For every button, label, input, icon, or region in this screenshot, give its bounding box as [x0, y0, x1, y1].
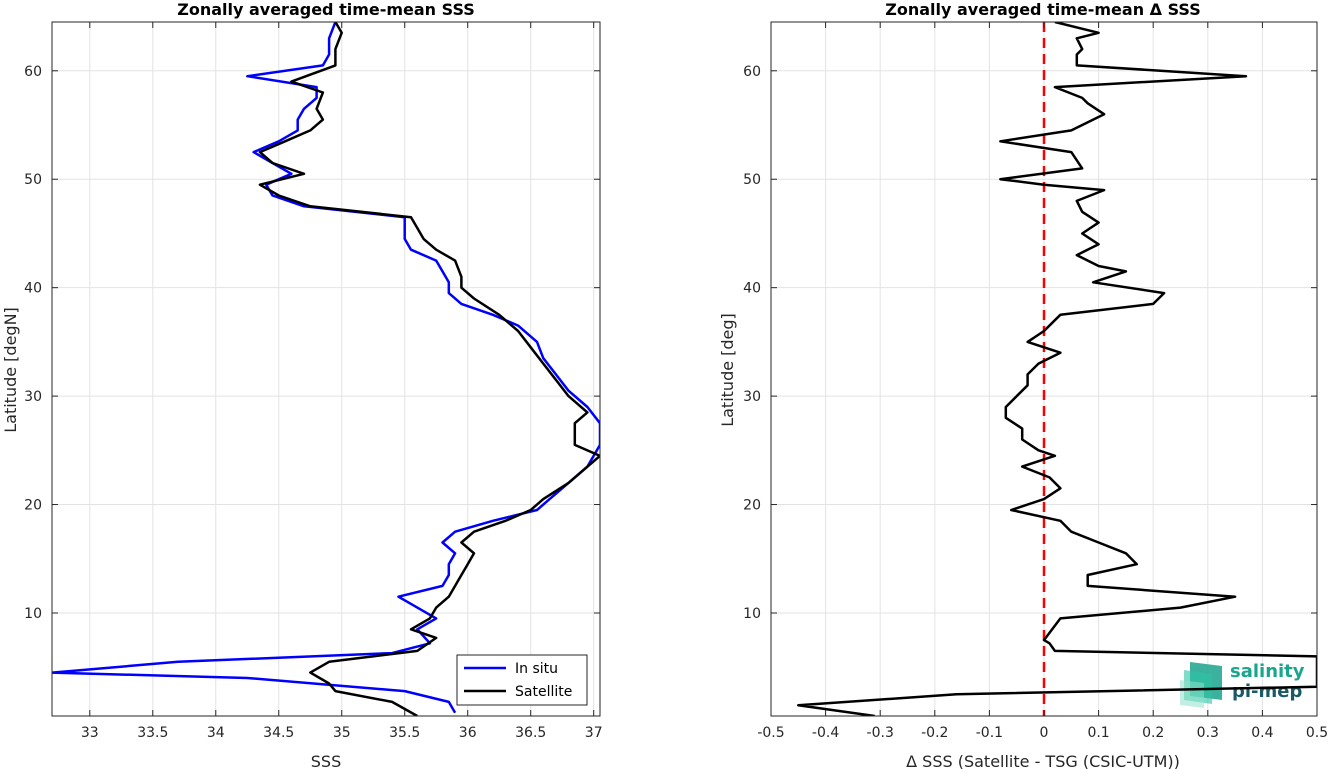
right-x-tick-label: -0.2	[921, 725, 948, 741]
legend-label-satellite: Satellite	[515, 684, 572, 700]
left-y-tick-label: 20	[24, 498, 42, 514]
left-x-tick-label: 35.5	[389, 725, 420, 741]
delta-sss-x-ticks: -0.5 -0.4 -0.3 -0.2 -0.1 0 0.1 0.2 0.3 0.4 0.5	[757, 22, 1328, 741]
left-y-tick-label: 10	[24, 606, 42, 622]
sss-chart-title: Zonally averaged time-mean SSS	[177, 0, 475, 19]
right-x-tick-label: 0.5	[1306, 725, 1328, 741]
logo-word-salinity: salinity	[1230, 661, 1305, 682]
left-series-line-1	[258, 22, 600, 716]
right-x-tick-label: -0.3	[867, 725, 894, 741]
right-x-tick-label: 0.4	[1251, 725, 1273, 741]
right-y-tick-label: 40	[743, 281, 761, 297]
left-x-tick-label: 34	[207, 725, 225, 741]
delta-sss-chart-title: Zonally averaged time-mean Δ SSS	[885, 0, 1201, 19]
delta-sss-y-axis-label: Latitude [deg]	[718, 313, 737, 427]
delta-sss-x-axis-label: Δ SSS (Satellite - TSG (CSIC-UTM))	[906, 752, 1180, 769]
left-y-tick-label: 30	[24, 389, 42, 405]
right-x-tick-label: -0.1	[976, 725, 1003, 741]
logo-word-pi-mep: pi-mep	[1232, 681, 1302, 702]
right-y-tick-label: 20	[743, 498, 761, 514]
delta-sss-y-ticks: 10 20 30 40 50 60	[743, 64, 1317, 622]
legend: In situ Satellite	[456, 654, 588, 706]
right-x-tick-label: 0.3	[1197, 725, 1219, 741]
sss-y-axis-label: Latitude [degN]	[1, 307, 20, 433]
sss-x-ticks: 33 33.5 34 34.5 35 35.5 36 36.5 37	[81, 22, 603, 741]
delta-sss-panel: salinity pi-mep -0.5 -0.4 -0.3 -0.2 -0.1 0 0.1…	[718, 0, 1328, 769]
legend-label-in-situ: In situ	[515, 661, 558, 677]
left-x-tick-label: 36	[459, 725, 477, 741]
sss-y-ticks: 10 20 30 40 50 60	[24, 64, 600, 622]
left-y-tick-label: 40	[24, 281, 42, 297]
logo-mark-icon	[1180, 662, 1222, 708]
sss-x-axis-label: SSS	[311, 752, 341, 769]
right-x-tick-label: 0	[1040, 725, 1049, 741]
sss-grid	[52, 22, 600, 716]
sss-series-group	[52, 22, 600, 716]
sss-axes-box	[51, 21, 601, 717]
right-y-tick-label: 50	[743, 172, 761, 188]
salinity-pi-mep-logo: salinity pi-mep	[1180, 661, 1305, 708]
sss-panel: 33 33.5 34 34.5 35 35.5 36 36.5 37 102030405060 …	[1, 0, 603, 769]
left-x-tick-label: 36.5	[515, 725, 546, 741]
left-series-line-0	[52, 22, 600, 714]
right-y-tick-label: 60	[743, 64, 761, 80]
right-x-tick-label: -0.5	[757, 725, 784, 741]
right-series-line-0	[797, 22, 1317, 716]
right-y-tick-label: 10	[743, 606, 761, 622]
right-y-tick-label: 30	[743, 389, 761, 405]
left-x-tick-label: 37	[585, 725, 603, 741]
right-x-tick-label: 0.1	[1087, 725, 1109, 741]
legend-box	[456, 654, 588, 706]
delta-sss-series-group	[797, 22, 1317, 716]
sss-plot-area	[52, 22, 600, 716]
left-x-tick-label: 34.5	[263, 725, 294, 741]
left-x-tick-label: 33	[81, 725, 99, 741]
left-x-tick-label: 33.5	[137, 725, 168, 741]
left-y-tick-label: 50	[24, 172, 42, 188]
right-x-tick-label: 0.2	[1142, 725, 1164, 741]
left-y-tick-label: 60	[24, 64, 42, 80]
left-x-tick-label: 35	[333, 725, 351, 741]
right-x-tick-label: -0.4	[812, 725, 839, 741]
